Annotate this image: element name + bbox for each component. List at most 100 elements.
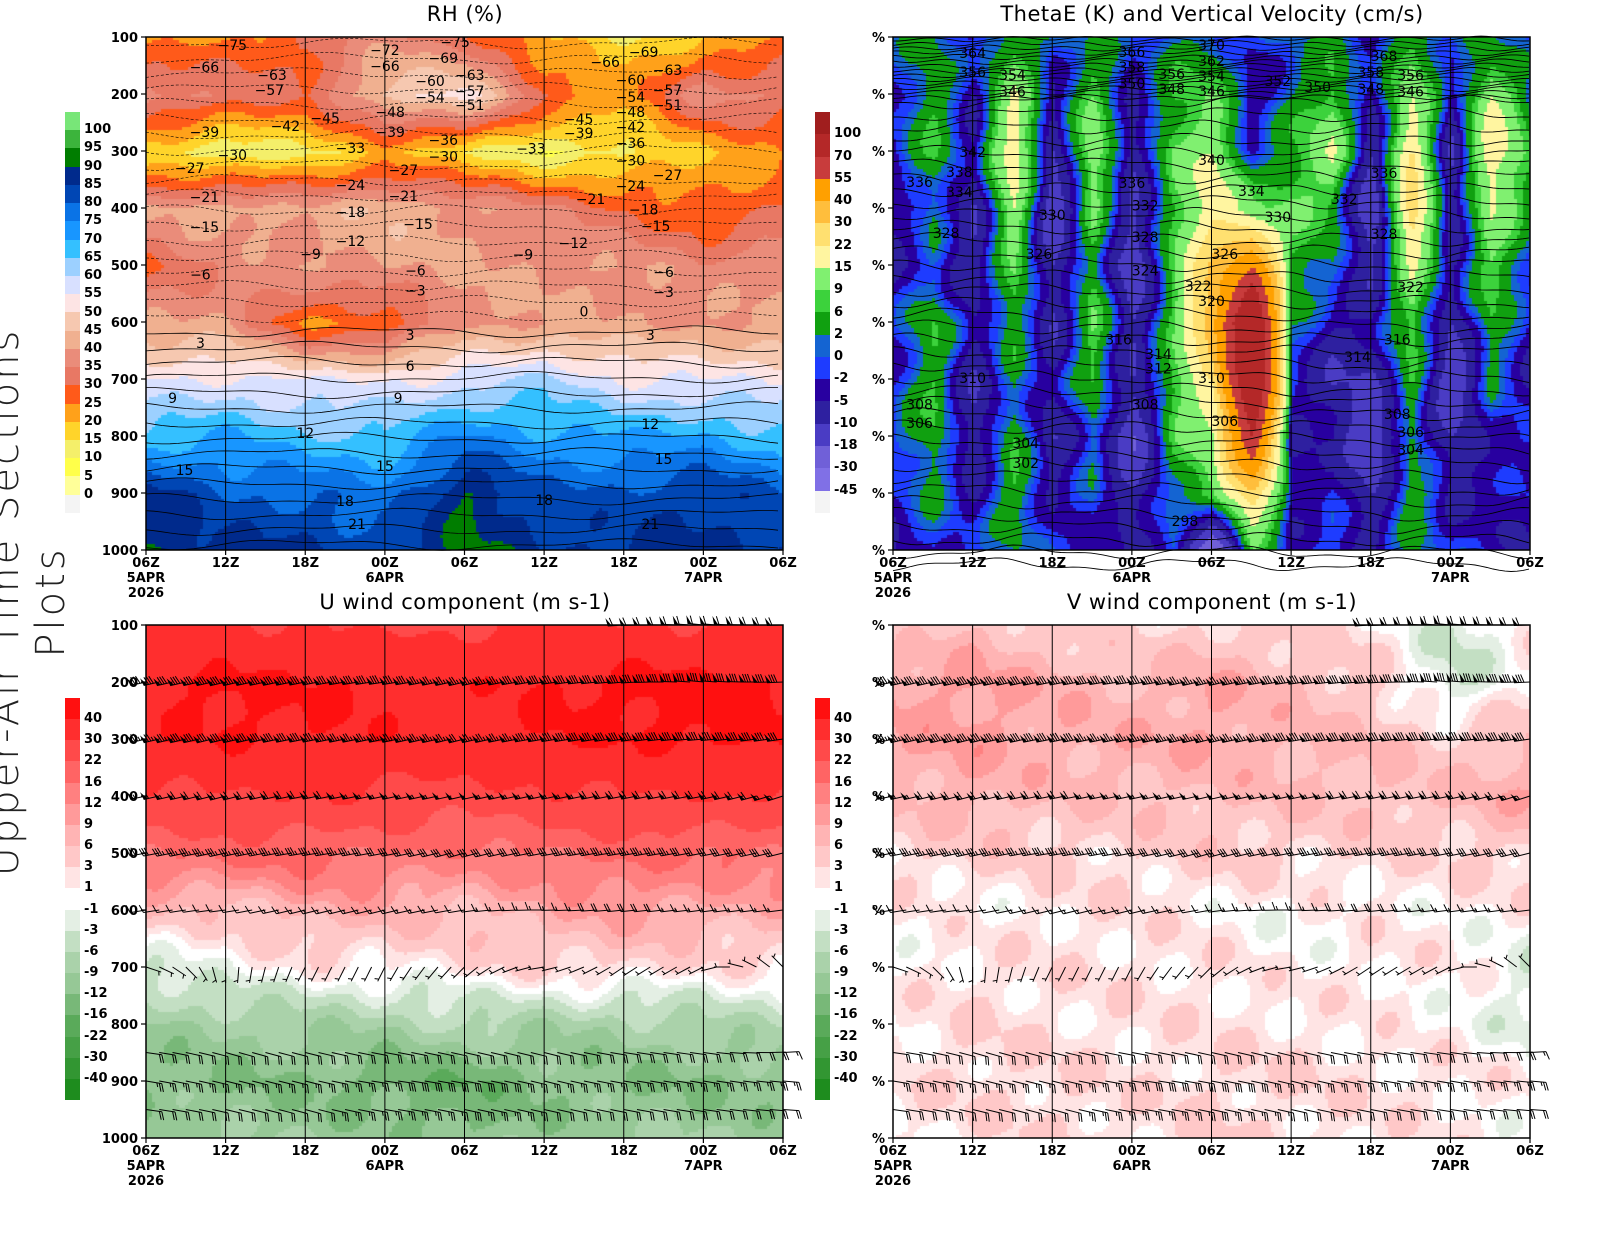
isotherm-line	[145, 401, 779, 414]
wind-barb	[1158, 1109, 1177, 1121]
colorbar-label: 6	[84, 838, 94, 854]
wind-barb	[1118, 1080, 1137, 1092]
contour-label: 15	[176, 463, 194, 479]
colorbar-label: 2	[834, 326, 844, 342]
wind-barb	[1184, 1109, 1203, 1122]
wind-barb	[204, 847, 226, 857]
x-tick-label: 00Z	[690, 556, 718, 571]
wind-barb	[490, 1109, 509, 1122]
colorbar-swatch	[65, 867, 80, 889]
plot-overlay: %%%%%%%%%%06Z 12Z 18Z 00Z 06Z 12Z 18Z 00Z 06Z5AP…	[872, 615, 1550, 1189]
wind-barb	[1237, 1052, 1256, 1065]
wind-barb	[1197, 966, 1212, 979]
wind-barb	[1291, 1109, 1309, 1122]
contour-label: 340	[1198, 153, 1225, 169]
wind-barb	[1456, 847, 1478, 857]
wind-barb	[232, 675, 253, 687]
wind-barb	[1423, 1109, 1442, 1121]
wind-barb	[430, 848, 452, 858]
contour-label: 336	[1371, 166, 1398, 182]
colorbar-label: 22	[834, 753, 853, 769]
x-year-label: 2026	[875, 1174, 911, 1189]
wind-barb	[999, 1052, 1016, 1066]
y-tick-label: 400	[111, 790, 138, 805]
contour-label: −9	[513, 248, 534, 264]
y-tick-label: %	[872, 1075, 885, 1090]
wind-barb	[278, 1109, 296, 1123]
wind-barb	[724, 731, 744, 742]
isotherm-line	[145, 128, 779, 141]
wind-barb	[610, 1052, 629, 1064]
wind-barb	[1004, 966, 1013, 983]
colorbar-swatch	[815, 1015, 830, 1037]
wind-barb	[530, 1052, 548, 1065]
colorbar-label: 40	[84, 340, 103, 356]
wind-barb	[178, 904, 200, 913]
contour-label: 21	[348, 517, 366, 533]
contour-label: −18	[629, 203, 659, 219]
wind-barb	[282, 966, 293, 982]
colorbar-swatch	[815, 445, 830, 469]
y-tick-label: %	[872, 790, 885, 805]
wind-barb	[1041, 966, 1053, 982]
wind-barb	[1283, 847, 1305, 857]
contour-label: 326	[1211, 247, 1238, 263]
colorbar-label: 95	[84, 140, 103, 156]
wind-barb	[218, 904, 239, 914]
y-tick-label: 200	[111, 676, 138, 691]
wind-barb	[437, 966, 452, 980]
contour-label: −51	[455, 98, 485, 114]
wind-barb	[669, 847, 691, 857]
colorbar-swatch	[65, 221, 80, 240]
wind-barb	[1159, 966, 1173, 981]
colorbar-label: -12	[84, 986, 108, 1002]
isotherm-line	[145, 416, 779, 430]
wind-barb	[403, 848, 425, 858]
wind-barb	[198, 1080, 217, 1094]
contour-label: −36	[428, 133, 458, 149]
wind-barb	[748, 848, 770, 858]
wind-barb	[1365, 674, 1385, 684]
wind-barb	[623, 1052, 642, 1064]
x-tick-label: 12Z	[1277, 1144, 1305, 1159]
wind-barb	[1338, 732, 1358, 742]
y-tick-label: %	[872, 1018, 885, 1033]
wind-barb	[999, 1109, 1017, 1122]
wind-barb	[1230, 848, 1252, 858]
colorbar-swatch	[65, 275, 80, 295]
wind-barb	[1325, 732, 1345, 742]
colorbar-label: -9	[84, 965, 99, 981]
wind-barb	[172, 966, 187, 979]
wind-barb	[488, 966, 505, 975]
y-tick-label: %	[872, 961, 885, 976]
wind-barb	[1383, 1052, 1403, 1064]
colorbar-label: 70	[84, 231, 103, 247]
colorbar-swatch	[65, 740, 80, 762]
wind-barb	[583, 1052, 602, 1065]
isotherm-line	[145, 523, 779, 536]
wind-barb	[1131, 1109, 1150, 1121]
wind-barb	[1323, 847, 1345, 857]
wind-barb	[1488, 956, 1504, 968]
wind-barb	[985, 1052, 1003, 1066]
wind-barb	[378, 733, 399, 743]
colorbar-swatch	[815, 334, 830, 357]
contour-label: 324	[1132, 264, 1159, 280]
wind-barb	[658, 731, 677, 742]
wind-barb	[1052, 1080, 1070, 1094]
y-tick-label: 600	[111, 904, 138, 919]
isotherm-line	[145, 386, 778, 400]
contour-label: 354	[999, 68, 1026, 84]
y-tick-label: %	[872, 316, 885, 331]
wind-barb	[185, 1109, 204, 1121]
wind-barb	[212, 1052, 230, 1066]
contour-label: 334	[946, 185, 973, 201]
contour-label: −57	[653, 83, 683, 99]
wind-barb	[1071, 847, 1093, 857]
wind-barb	[932, 1109, 951, 1121]
x-date-label: 6APR	[1113, 571, 1152, 586]
wind-barb	[218, 847, 239, 857]
wind-barb	[557, 1080, 575, 1094]
wind-barb	[265, 1052, 283, 1066]
wind-barb	[703, 1080, 722, 1093]
